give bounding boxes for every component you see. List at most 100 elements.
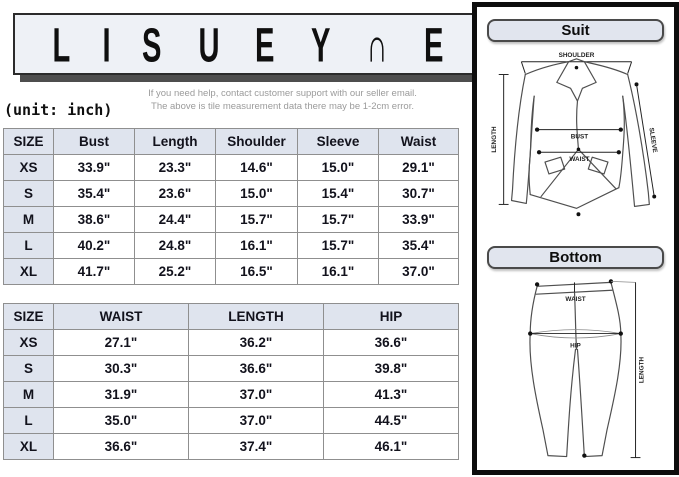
length-label: LENGTH — [638, 356, 645, 383]
value-cell: 36.6" — [53, 433, 189, 460]
logo-letter: I — [101, 16, 111, 72]
value-cell: 44.5" — [323, 407, 459, 434]
value-cell: 35.4" — [378, 232, 459, 259]
column-header: WAIST — [53, 303, 189, 330]
table-row: S 35.4" 23.6" 15.0" 15.4" 30.7" — [3, 180, 459, 207]
value-cell: 24.8" — [134, 232, 216, 259]
value-cell: 36.6" — [323, 329, 459, 356]
sleeve-label: SLEEVE — [647, 127, 658, 153]
value-cell: 39.8" — [323, 355, 459, 382]
logo-letter: U — [198, 16, 220, 72]
column-header: Length — [134, 128, 216, 155]
shoulder-label: SHOULDER — [559, 52, 595, 59]
value-cell: 30.3" — [53, 355, 189, 382]
measurement-diagram-panel: Suit SHOULDER LENGTH SLEEVE — [472, 2, 679, 475]
value-cell: 15.7" — [297, 206, 379, 233]
waist-label: WAIST — [565, 296, 585, 303]
value-cell: 37.0" — [378, 258, 459, 285]
bust-label: BUST — [571, 133, 588, 140]
logo-letter: E — [255, 16, 275, 72]
value-cell: 23.3" — [134, 154, 216, 181]
value-cell: 38.6" — [53, 206, 135, 233]
value-cell: 15.0" — [215, 180, 298, 207]
table-row: M 38.6" 24.4" 15.7" 15.7" 33.9" — [3, 206, 459, 233]
value-cell: 46.1" — [323, 433, 459, 460]
value-cell: 27.1" — [53, 329, 189, 356]
help-line-1: If you need help, contact customer suppo… — [148, 88, 417, 99]
column-header: Sleeve — [297, 128, 379, 155]
help-line-2: The above is tile measurement data there… — [151, 101, 414, 113]
size-cell: XS — [3, 329, 54, 356]
size-cell: L — [3, 232, 54, 259]
column-header: SIZE — [3, 128, 54, 155]
value-cell: 15.0" — [297, 154, 379, 181]
bottom-diagram-title: Bottom — [487, 246, 664, 269]
value-cell: 37.0" — [188, 407, 324, 434]
value-cell: 41.7" — [53, 258, 135, 285]
column-header: HIP — [323, 303, 459, 330]
table-row: L 40.2" 24.8" 16.1" 15.7" 35.4" — [3, 232, 459, 259]
value-cell: 40.2" — [53, 232, 135, 259]
table-row: XS 27.1" 36.2" 36.6" — [3, 329, 459, 356]
value-cell: 37.4" — [188, 433, 324, 460]
value-cell: 30.7" — [378, 180, 459, 207]
value-cell: 23.6" — [134, 180, 216, 207]
value-cell: 35.4" — [53, 180, 135, 207]
suit-size-table: SIZE Bust Length Shoulder Sleeve Waist XS 33.9"… — [3, 128, 459, 285]
size-cell: S — [3, 355, 54, 382]
logo-letter: ∩ — [366, 16, 388, 72]
suit-diagram-title: Suit — [487, 19, 664, 42]
value-cell: 15.7" — [297, 232, 379, 259]
hip-label: HIP — [570, 342, 581, 349]
value-cell: 41.3" — [323, 381, 459, 408]
value-cell: 33.9" — [53, 154, 135, 181]
logo-letter: E — [423, 16, 444, 72]
value-cell: 31.9" — [53, 381, 189, 408]
column-header: Bust — [53, 128, 135, 155]
bottom-size-table: SIZE WAIST LENGTH HIP XS 27.1" 36.2" 36.6" S 30.3… — [3, 303, 459, 460]
value-cell: 16.1" — [297, 258, 379, 285]
table-row: M 31.9" 37.0" 41.3" — [3, 381, 459, 408]
table-row: XL 41.7" 25.2" 16.5" 16.1" 37.0" — [3, 258, 459, 285]
bottom-measurement-diagram: WAIST HIP LENGTH — [528, 279, 645, 459]
column-header: SIZE — [3, 303, 54, 330]
value-cell: 33.9" — [378, 206, 459, 233]
header-row: SIZE WAIST LENGTH HIP — [3, 303, 459, 330]
size-cell: L — [3, 407, 54, 434]
value-cell: 15.7" — [215, 206, 298, 233]
value-cell: 24.4" — [134, 206, 216, 233]
size-cell: XL — [3, 433, 54, 460]
brand-logo: L I S U E Y ∩ E — [13, 13, 483, 75]
table-row: S 30.3" 36.6" 39.8" — [3, 355, 459, 382]
size-cell: M — [3, 381, 54, 408]
logo-letter: L — [52, 16, 71, 72]
value-cell: 29.1" — [378, 154, 459, 181]
value-cell: 16.1" — [215, 232, 298, 259]
logo-letter: Y — [310, 16, 331, 72]
column-header: Shoulder — [215, 128, 298, 155]
value-cell: 16.5" — [215, 258, 298, 285]
table-row: L 35.0" 37.0" 44.5" — [3, 407, 459, 434]
value-cell: 36.6" — [188, 355, 324, 382]
value-cell: 37.0" — [188, 381, 324, 408]
size-cell: XL — [3, 258, 54, 285]
table-row: XL 36.6" 37.4" 46.1" — [3, 433, 459, 460]
suit-measurement-diagram: SHOULDER LENGTH SLEEVE — [491, 52, 658, 217]
size-cell: XS — [3, 154, 54, 181]
size-cell: S — [3, 180, 54, 207]
length-label: LENGTH — [491, 126, 498, 153]
value-cell: 14.6" — [215, 154, 298, 181]
help-note: If you need help, contact customer suppo… — [100, 87, 465, 114]
column-header: LENGTH — [188, 303, 324, 330]
size-cell: M — [3, 206, 54, 233]
value-cell: 15.4" — [297, 180, 379, 207]
value-cell: 35.0" — [53, 407, 189, 434]
unit-label: (unit: inch) — [4, 101, 113, 119]
value-cell: 36.2" — [188, 329, 324, 356]
logo-letter: S — [142, 16, 162, 72]
table-row: XS 33.9" 23.3" 14.6" 15.0" 29.1" — [3, 154, 459, 181]
header-row: SIZE Bust Length Shoulder Sleeve Waist — [3, 128, 459, 155]
waist-label: WAIST — [569, 156, 589, 163]
column-header: Waist — [378, 128, 459, 155]
